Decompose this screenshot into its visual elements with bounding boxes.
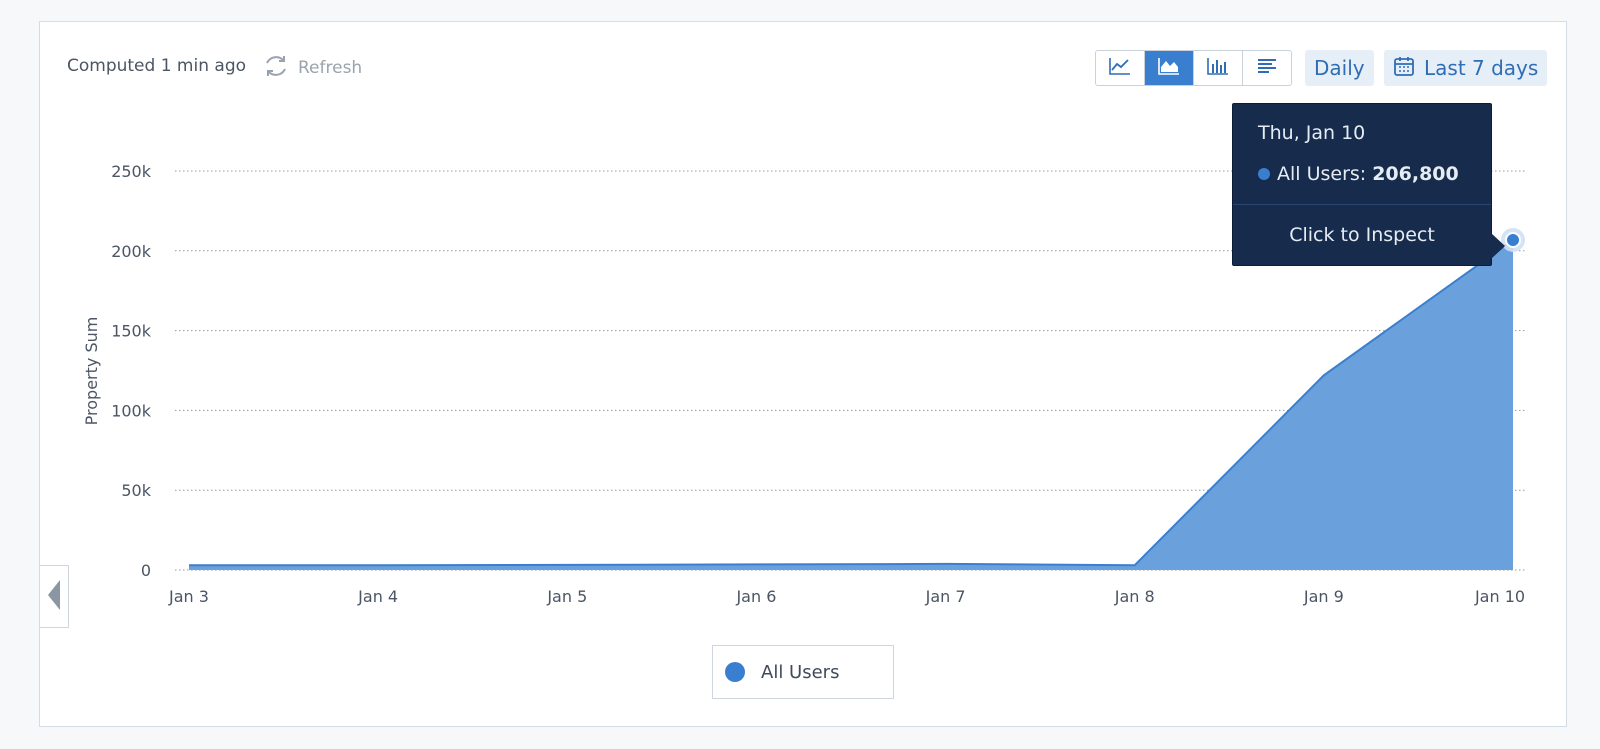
legend-series-dot bbox=[725, 662, 745, 682]
tooltip-series-label: All Users: bbox=[1277, 163, 1367, 185]
y-axis-label: Property Sum bbox=[82, 317, 101, 426]
table-list-icon bbox=[1255, 56, 1279, 80]
tooltip-date: Thu, Jan 10 bbox=[1258, 122, 1366, 144]
interval-select[interactable]: Daily bbox=[1305, 50, 1374, 86]
tooltip-series-row: All Users: 206,800 bbox=[1258, 163, 1459, 185]
refresh-icon bbox=[262, 52, 290, 84]
x-tick-label: Jan 10 bbox=[1474, 587, 1525, 606]
refresh-button[interactable]: Refresh bbox=[262, 52, 362, 84]
bar-chart-button[interactable] bbox=[1194, 51, 1243, 85]
refresh-label: Refresh bbox=[298, 58, 363, 78]
x-tick-label: Jan 6 bbox=[735, 587, 776, 606]
tooltip-divider bbox=[1233, 204, 1491, 205]
chart-tooltip: Thu, Jan 10 All Users: 206,800 Click to … bbox=[1232, 103, 1505, 266]
line-chart-button[interactable] bbox=[1096, 51, 1145, 85]
tooltip-value: 206,800 bbox=[1372, 163, 1459, 185]
legend-label: All Users bbox=[761, 661, 840, 683]
highlight-point bbox=[1505, 231, 1521, 248]
area-series-fill bbox=[189, 239, 1513, 570]
date-range-select[interactable]: Last 7 days bbox=[1384, 50, 1548, 86]
y-tick-label: 250k bbox=[111, 162, 152, 181]
area-series-line bbox=[189, 239, 1514, 567]
bar-chart-icon bbox=[1206, 56, 1230, 80]
y-tick-label: 100k bbox=[111, 401, 152, 420]
x-tick-label: Jan 5 bbox=[546, 587, 587, 606]
series-dot bbox=[1258, 168, 1270, 180]
inspect-button[interactable]: Click to Inspect bbox=[1289, 224, 1435, 246]
x-tick-label: Jan 9 bbox=[1303, 587, 1344, 606]
x-tick-label: Jan 3 bbox=[168, 587, 209, 606]
y-tick-label: 150k bbox=[111, 322, 152, 341]
chart-type-toolbar bbox=[1095, 50, 1292, 86]
chevron-left-icon bbox=[46, 578, 62, 616]
chart-legend-item[interactable]: All Users bbox=[712, 645, 894, 699]
date-range-label: Last 7 days bbox=[1424, 56, 1539, 80]
x-tick-label: Jan 7 bbox=[925, 587, 966, 606]
x-tick-label: Jan 4 bbox=[357, 587, 398, 606]
area-chart-icon bbox=[1157, 56, 1181, 80]
calendar-icon bbox=[1393, 55, 1415, 82]
y-tick-label: 50k bbox=[121, 481, 151, 500]
y-tick-label: 0 bbox=[141, 561, 151, 580]
x-tick-label: Jan 8 bbox=[1114, 587, 1155, 606]
computed-status: Computed 1 min ago bbox=[67, 56, 247, 76]
interval-label: Daily bbox=[1314, 56, 1365, 80]
line-chart-icon bbox=[1108, 56, 1132, 80]
collapse-panel-button[interactable] bbox=[40, 565, 69, 628]
y-tick-label: 200k bbox=[111, 242, 152, 261]
table-view-button[interactable] bbox=[1243, 51, 1291, 85]
area-chart-button[interactable] bbox=[1145, 51, 1194, 85]
